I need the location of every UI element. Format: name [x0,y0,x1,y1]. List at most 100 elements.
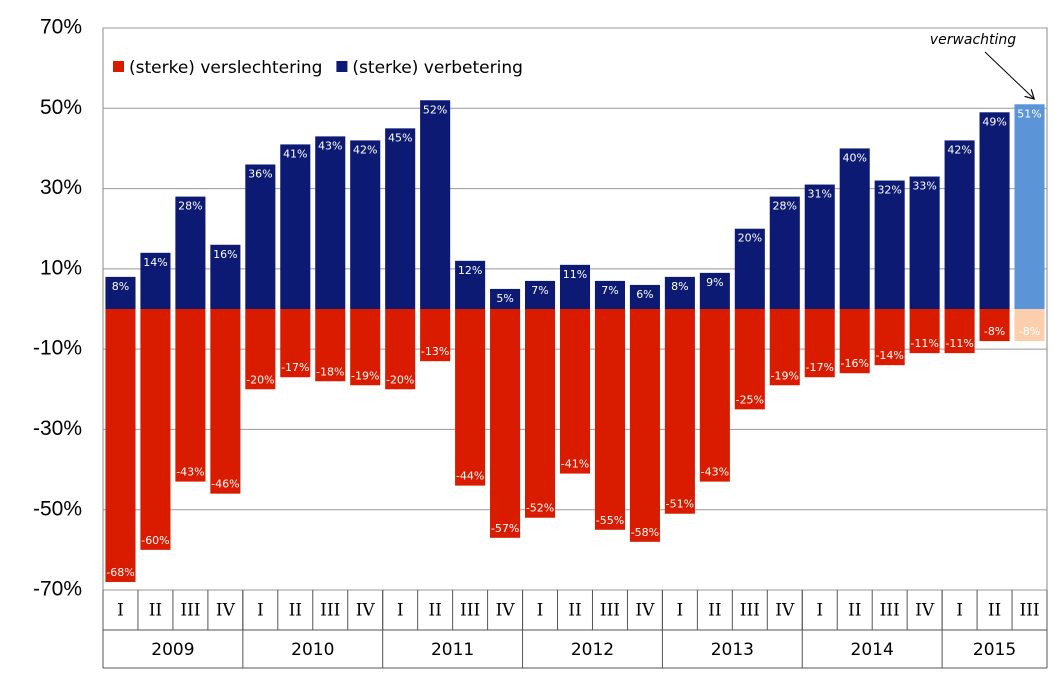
value-label: -52% [526,502,554,515]
value-label: 41% [283,147,307,160]
value-label: 32% [877,184,901,197]
bar [734,309,765,410]
x-tick-label: I [397,601,404,621]
bar [979,112,1010,309]
bar [629,284,660,309]
value-label: -20% [246,373,274,386]
bar [559,309,591,474]
x-tick-label: III [880,601,900,621]
y-tick-label: 10% [40,256,82,279]
bar [280,309,311,378]
value-label: -46% [211,478,239,491]
bar [944,309,975,354]
bar [594,280,625,309]
value-label: -16% [840,357,868,370]
value-label: 28% [178,200,202,213]
y-tick-label: -30% [33,417,82,440]
x-tick-label: I [677,601,684,621]
bar [105,309,136,582]
x-tick-label: I [257,601,264,621]
bar [350,140,381,309]
year-label: 2011 [431,640,474,660]
bar [525,309,556,518]
y-tick-label: 30% [40,176,82,199]
bar [559,264,591,309]
bar [140,252,171,309]
x-tick-label: IV [356,601,376,621]
x-tick-label: II [708,601,721,621]
bar [839,309,870,374]
value-label: 5% [496,292,513,305]
value-label: -11% [910,337,938,350]
x-tick-label: I [956,601,963,621]
bar [594,309,625,530]
year-label: 2012 [571,640,614,660]
year-label: 2013 [711,640,754,660]
bar [490,288,521,309]
bar [210,309,241,494]
x-tick-label: II [149,601,162,621]
x-tick-label: I [117,601,124,621]
bar [315,309,346,382]
bar [909,176,940,309]
x-tick-label: II [568,601,581,621]
bar [455,309,486,486]
value-label: 28% [773,200,797,213]
value-label: -41% [561,458,589,471]
bar [245,309,276,390]
value-label: -57% [491,522,519,535]
bar [874,309,905,366]
bar [664,276,695,309]
x-tick-label: IV [216,601,236,621]
bar [944,140,975,309]
bar [280,144,311,309]
bar [315,136,346,309]
bar [105,276,136,309]
bar [804,184,835,309]
value-label: 52% [423,103,447,116]
bar [874,180,905,309]
value-label: -43% [701,466,729,479]
bar [350,309,381,386]
value-label: 12% [458,264,482,277]
bar [525,280,556,309]
y-tick-label: 70% [40,16,82,39]
value-label: 8% [671,280,688,293]
bar [175,196,206,309]
value-label: 6% [636,288,653,301]
x-tick-label: IV [915,601,935,621]
value-label: -13% [421,345,449,358]
value-label: 14% [143,256,167,269]
x-tick-label: II [988,601,1001,621]
bar [140,309,171,550]
value-label: 11% [563,268,587,281]
value-label: -17% [806,361,834,374]
value-label: -8% [1019,325,1040,338]
bar [804,309,835,378]
bar [664,309,695,514]
x-tick-label: IV [635,601,655,621]
bar [245,164,276,309]
y-tick-label: 50% [40,96,82,119]
value-label: -51% [666,498,694,511]
legend-label: (sterke) verslechtering [129,58,322,78]
year-label: 2009 [151,640,194,660]
bar [455,260,486,309]
bar [769,196,800,309]
y-tick-label: -70% [33,578,82,601]
year-label: 2014 [851,640,894,660]
value-label: 8% [112,280,129,293]
value-label: 9% [706,276,723,289]
value-label: -43% [176,466,204,479]
bar [385,309,416,390]
x-tick-label: I [816,601,823,621]
value-label: -18% [316,365,344,378]
bar [490,309,521,538]
value-label: -55% [596,514,624,527]
value-label: 42% [947,143,971,156]
x-tick-label: I [537,601,544,621]
value-label: -68% [106,566,134,579]
year-label: 2010 [291,640,334,660]
bar [699,309,730,482]
value-label: -14% [875,349,903,362]
